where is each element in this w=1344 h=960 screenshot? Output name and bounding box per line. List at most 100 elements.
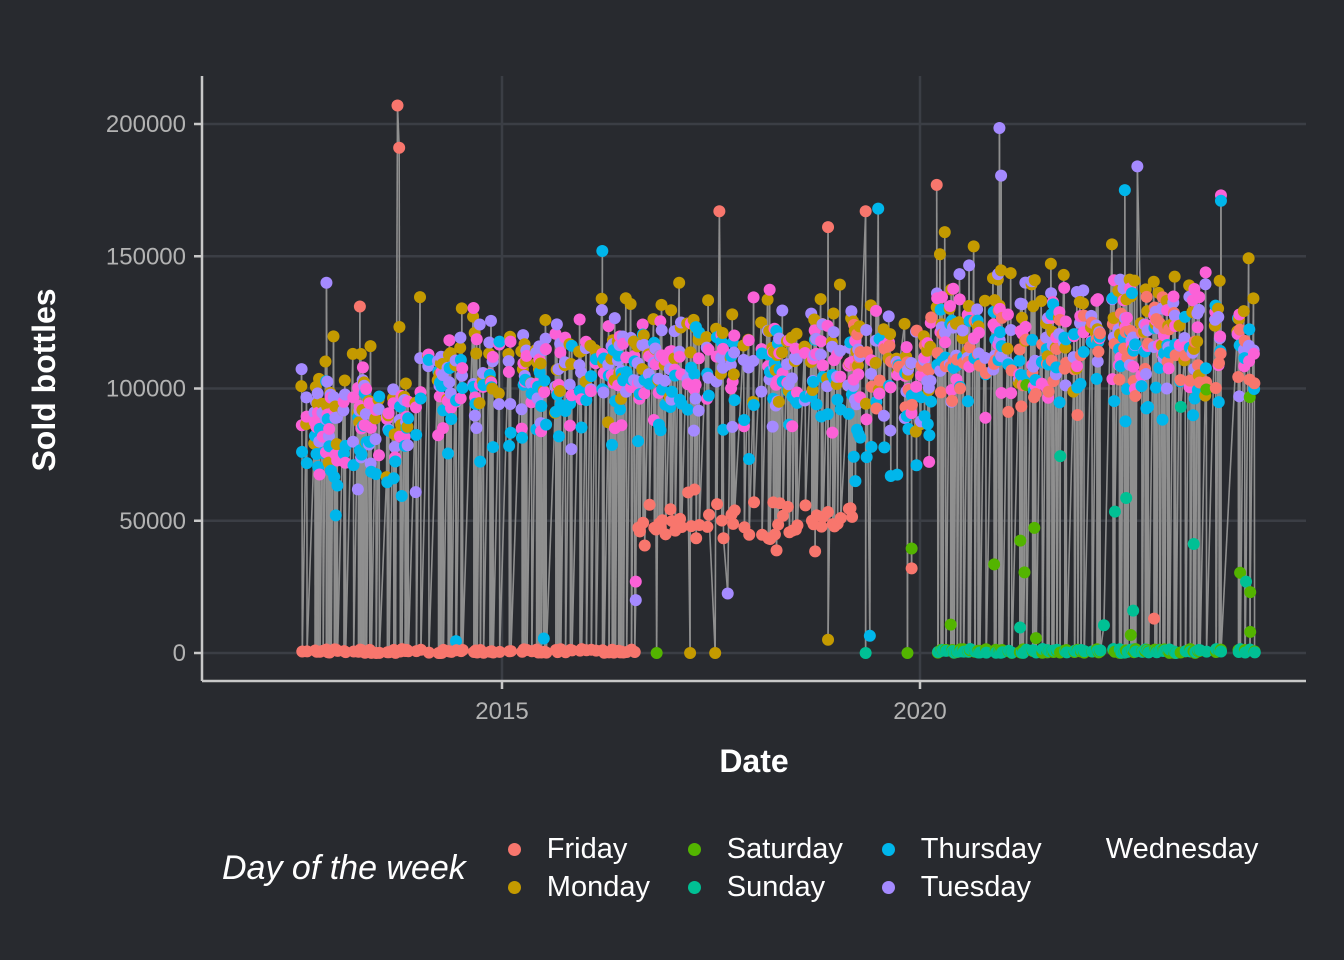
data-point-saturday: [1200, 383, 1213, 396]
data-point-monday: [1168, 270, 1181, 283]
data-point-monday: [399, 377, 412, 390]
data-point-wednesday: [1162, 362, 1175, 375]
legend-item-tuesday: Tuesday: [868, 868, 1066, 906]
data-point-thursday: [688, 368, 701, 381]
data-point-wednesday: [1167, 290, 1180, 303]
data-point-wednesday: [860, 413, 873, 426]
series-line-segment: [1091, 332, 1097, 652]
data-point-monday: [933, 248, 946, 261]
data-point-friday: [688, 483, 701, 496]
data-point-thursday: [860, 451, 873, 464]
data-point-saturday: [1124, 628, 1137, 641]
series-line-segment: [306, 443, 316, 652]
data-point-thursday: [614, 403, 627, 416]
data-point-thursday: [842, 407, 855, 420]
series-line-segment: [461, 316, 474, 650]
data-point-tuesday: [401, 439, 414, 452]
series-line-segment: [1001, 348, 1009, 653]
series-line-segment: [1065, 391, 1075, 653]
data-point-friday: [664, 503, 677, 516]
data-point-wednesday: [1058, 281, 1071, 294]
data-point-thursday: [891, 468, 904, 481]
data-point-thursday: [728, 394, 741, 407]
data-point-thursday: [1013, 354, 1026, 367]
data-point-thursday: [1053, 396, 1066, 409]
data-point-monday: [295, 380, 308, 393]
legend-item-thursday: Thursday: [868, 830, 1066, 868]
series-line-segment: [1147, 281, 1155, 653]
data-point-wednesday: [728, 329, 741, 342]
data-point-monday: [454, 341, 467, 354]
data-point-thursday: [1125, 287, 1138, 300]
data-point-wednesday: [1091, 293, 1104, 306]
series-line-segment: [489, 381, 492, 652]
data-point-wednesday: [382, 407, 395, 420]
data-point-thursday: [854, 431, 867, 444]
data-point-tuesday: [443, 376, 456, 389]
data-point-friday: [690, 532, 703, 545]
data-point-sunday: [1094, 644, 1107, 657]
series-line-segment: [796, 346, 806, 526]
data-point-tuesday: [454, 331, 467, 344]
legend-item-friday: Friday: [494, 830, 674, 868]
data-point-wednesday: [563, 419, 576, 432]
data-point-tuesday: [351, 483, 364, 496]
data-point-thursday: [654, 424, 667, 437]
legend-title: Day of the week: [222, 848, 466, 887]
data-point-tuesday: [493, 398, 506, 411]
data-point-monday: [1237, 305, 1250, 318]
data-point-friday: [859, 205, 872, 218]
data-point-friday: [770, 544, 783, 557]
data-point-wednesday: [504, 335, 517, 348]
data-point-tuesday: [995, 169, 1008, 182]
series-line-segment: [545, 412, 556, 653]
data-point-sunday: [1014, 621, 1027, 634]
data-point-thursday: [535, 400, 548, 413]
data-point-friday: [493, 645, 506, 658]
data-point-tuesday: [608, 312, 621, 325]
data-point-thursday: [1129, 338, 1142, 351]
data-point-wednesday: [947, 282, 960, 295]
series-line-segment: [985, 278, 994, 653]
data-point-friday: [873, 374, 886, 387]
data-point-tuesday: [747, 354, 760, 367]
data-point-monday: [655, 298, 668, 311]
data-point-wednesday: [347, 391, 360, 404]
data-point-wednesday: [1199, 266, 1212, 279]
data-point-tuesday: [689, 392, 702, 405]
data-point-monday: [869, 356, 882, 369]
data-point-thursday: [1077, 345, 1090, 358]
data-point-thursday: [445, 412, 458, 425]
data-point-friday: [748, 496, 761, 509]
data-point-friday: [422, 646, 435, 659]
data-point-wednesday: [936, 291, 949, 304]
series-line-segment: [1035, 300, 1043, 653]
legend-label: Sunday: [726, 870, 826, 903]
data-point-friday: [791, 519, 804, 532]
series-line-segment: [822, 378, 828, 517]
data-point-friday: [1013, 343, 1026, 356]
data-point-tuesday: [372, 403, 385, 416]
data-point-monday: [727, 368, 740, 381]
data-point-wednesday: [1247, 347, 1260, 360]
data-point-tuesday: [1199, 278, 1212, 291]
series-line-segment: [1205, 325, 1216, 652]
series-line-segment: [708, 514, 716, 654]
data-point-monday: [1247, 292, 1260, 305]
data-point-monday: [1044, 257, 1057, 270]
data-point-thursday: [580, 394, 593, 407]
data-point-thursday: [575, 421, 588, 434]
series-line-segment: [748, 401, 754, 535]
data-point-tuesday: [860, 323, 873, 336]
legend-label: Monday: [546, 870, 650, 903]
data-point-tuesday: [1168, 309, 1181, 322]
data-point-tuesday: [790, 353, 803, 366]
legend: Day of the week Friday Monday Saturday Sund…: [222, 828, 1258, 908]
data-point-friday: [701, 520, 714, 533]
data-point-tuesday: [327, 391, 340, 404]
series-line-segment: [621, 378, 624, 652]
data-point-wednesday: [789, 342, 802, 355]
data-point-thursday: [300, 457, 313, 470]
data-point-wednesday: [454, 392, 467, 405]
data-point-tuesday: [311, 387, 324, 400]
